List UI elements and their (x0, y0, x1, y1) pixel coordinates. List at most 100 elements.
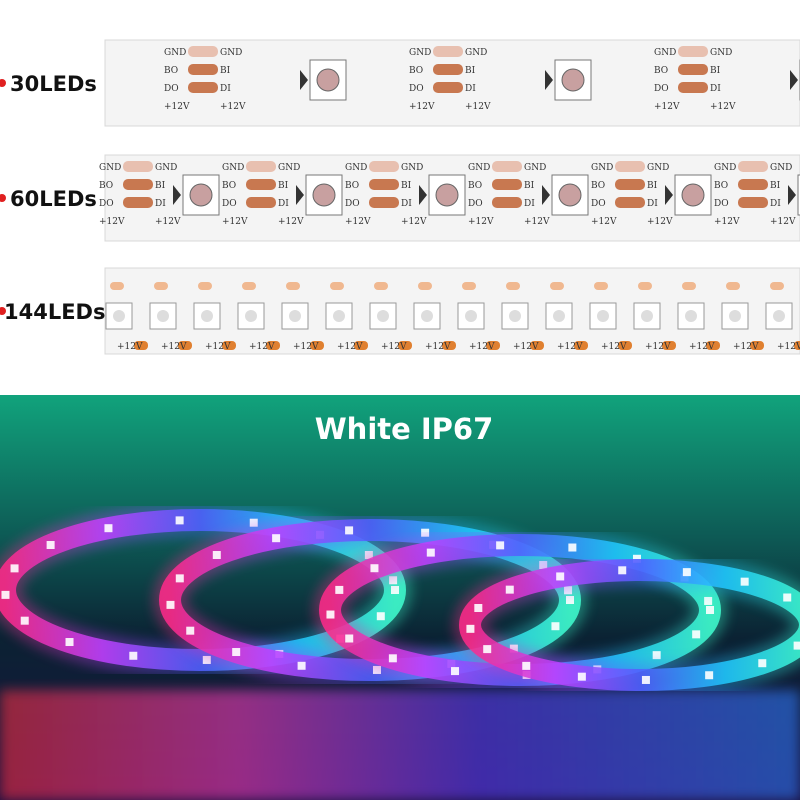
pad-label: +12V (645, 342, 671, 352)
pad-label: +12V (770, 217, 796, 227)
pad-label: GND (524, 163, 546, 173)
pad-label: +12V (710, 102, 736, 112)
pad-label: BI (524, 181, 535, 191)
led-chip (721, 302, 749, 330)
pad (242, 282, 256, 290)
pad-label: BI (401, 181, 412, 191)
pad-label: DO (99, 199, 114, 209)
pad-label: +12V (733, 342, 759, 352)
pad (678, 64, 708, 75)
led (474, 604, 483, 613)
pad (492, 179, 522, 190)
led-lens (312, 183, 336, 207)
led-reels (0, 503, 800, 697)
led (692, 630, 701, 639)
reflection (0, 690, 800, 800)
pad-label: +12V (117, 342, 143, 352)
led (326, 610, 335, 619)
led (212, 551, 221, 560)
pad-label: GND (278, 163, 300, 173)
pad (506, 282, 520, 290)
pad-label: DI (465, 84, 476, 94)
pad-label: BO (654, 66, 668, 76)
pad-label: DI (647, 199, 658, 209)
led (376, 612, 385, 621)
pad (615, 179, 645, 190)
led (641, 675, 650, 684)
pad (369, 161, 399, 172)
pad (594, 282, 608, 290)
bullet (0, 307, 6, 315)
pad-label: BI (647, 181, 658, 191)
arrow (296, 185, 304, 205)
pad (222, 341, 236, 350)
pad-label: +12V (777, 342, 800, 352)
pad (374, 282, 388, 290)
pad (492, 161, 522, 172)
pad (530, 341, 544, 350)
led (388, 654, 397, 663)
pad (246, 197, 276, 208)
arrow (542, 185, 550, 205)
led (297, 661, 306, 670)
led (483, 645, 492, 654)
pad-label: BO (164, 66, 178, 76)
pad-label: GND (710, 48, 732, 58)
pad-label: +12V (425, 342, 451, 352)
pad (662, 341, 676, 350)
pad (794, 341, 800, 350)
pad (123, 161, 153, 172)
led-lens (561, 68, 585, 92)
pad-label: +12V (220, 102, 246, 112)
pad-label: +12V (689, 342, 715, 352)
pad-label: DO (222, 199, 237, 209)
led (389, 576, 398, 585)
caption: White IP67 (315, 412, 494, 446)
pad (369, 197, 399, 208)
pad-label: +12V (278, 217, 304, 227)
led-chip (281, 302, 309, 330)
pad (433, 82, 463, 93)
pad-label: +12V (513, 342, 539, 352)
led (104, 524, 113, 533)
led (46, 541, 55, 550)
bullet (0, 194, 6, 202)
pad-label: DO (468, 199, 483, 209)
led (793, 641, 800, 650)
pad-label: +12V (465, 102, 491, 112)
pad-label: +12V (161, 342, 187, 352)
pad-label: +12V (205, 342, 231, 352)
pad (188, 82, 218, 93)
pad-label: GND (220, 48, 242, 58)
led (202, 655, 211, 664)
pad-label: +12V (409, 102, 435, 112)
pad (123, 179, 153, 190)
pad-label: DO (164, 84, 179, 94)
pad-label: DO (714, 199, 729, 209)
led (706, 606, 714, 614)
led (740, 577, 749, 586)
pad-label: GND (714, 163, 736, 173)
led-chip (149, 302, 177, 330)
led-lens (377, 310, 389, 322)
pad-label: DI (770, 199, 781, 209)
pad (750, 341, 764, 350)
pad-label: DO (591, 199, 606, 209)
pad (369, 179, 399, 190)
pad-label: DO (654, 84, 669, 94)
pad-label: +12V (155, 217, 181, 227)
led (129, 651, 138, 660)
pad (738, 179, 768, 190)
pad (134, 341, 148, 350)
led-lens (681, 183, 705, 207)
pad-label: GND (591, 163, 613, 173)
pad (123, 197, 153, 208)
pad (638, 282, 652, 290)
led (65, 638, 74, 647)
arrow (173, 185, 181, 205)
led (551, 622, 560, 631)
led (175, 516, 184, 525)
led (568, 543, 577, 552)
pad (442, 341, 456, 350)
pad-label: BI (770, 181, 781, 191)
